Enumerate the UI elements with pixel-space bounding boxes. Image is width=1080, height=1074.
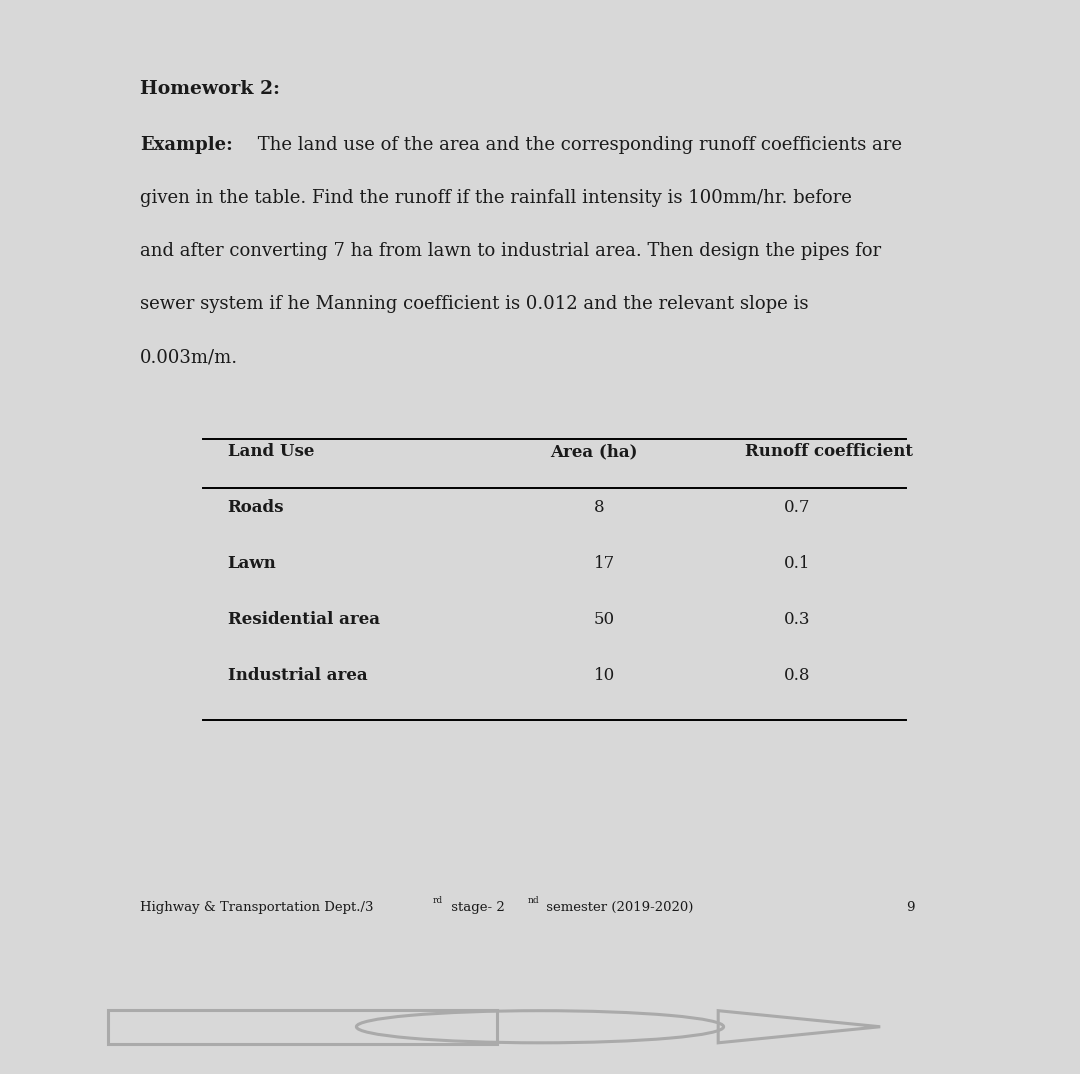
Text: 50: 50	[594, 611, 615, 628]
Text: Highway & Transportation Dept./3: Highway & Transportation Dept./3	[139, 901, 374, 914]
Text: Lawn: Lawn	[228, 555, 276, 572]
Text: and after converting 7 ha from lawn to industrial area. Then design the pipes fo: and after converting 7 ha from lawn to i…	[139, 243, 881, 260]
Text: 0.1: 0.1	[784, 555, 811, 572]
Text: nd: nd	[527, 896, 539, 904]
Text: 0.7: 0.7	[784, 499, 811, 517]
Text: The land use of the area and the corresponding runoff coefficients are: The land use of the area and the corresp…	[252, 135, 902, 154]
Text: Industrial area: Industrial area	[228, 667, 367, 684]
Text: Area (ha): Area (ha)	[550, 444, 637, 460]
Text: Roads: Roads	[228, 499, 284, 517]
Text: sewer system if he Manning coefficient is 0.012 and the relevant slope is: sewer system if he Manning coefficient i…	[139, 295, 808, 314]
Text: Example:: Example:	[139, 135, 232, 154]
Text: Runoff coefficient: Runoff coefficient	[745, 444, 913, 460]
Text: Land Use: Land Use	[228, 444, 314, 460]
Text: 9: 9	[906, 901, 915, 914]
Text: stage- 2: stage- 2	[447, 901, 505, 914]
Text: 0.8: 0.8	[784, 667, 811, 684]
Text: 10: 10	[594, 667, 615, 684]
Text: rd: rd	[433, 896, 443, 904]
Text: given in the table. Find the runoff if the rainfall intensity is 100mm/hr. befor: given in the table. Find the runoff if t…	[139, 189, 852, 207]
Text: 0.003m/m.: 0.003m/m.	[139, 349, 238, 366]
Text: 0.3: 0.3	[784, 611, 811, 628]
Text: 17: 17	[594, 555, 615, 572]
Text: Residential area: Residential area	[228, 611, 379, 628]
Text: 8: 8	[594, 499, 605, 517]
Text: semester (2019-2020): semester (2019-2020)	[542, 901, 693, 914]
Text: Homework 2:: Homework 2:	[139, 79, 280, 98]
